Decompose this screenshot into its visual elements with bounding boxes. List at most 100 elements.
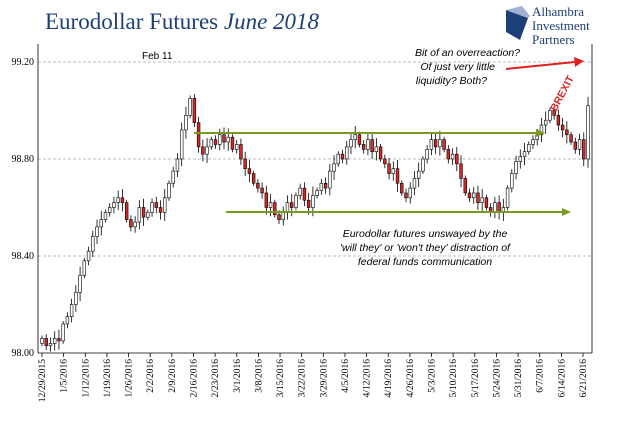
logo-mark-shade-icon	[506, 6, 530, 18]
candle-body	[133, 221, 137, 228]
candle-body	[349, 139, 353, 148]
candle-body	[425, 149, 429, 160]
candle-body	[290, 202, 294, 208]
candle-body	[201, 146, 205, 155]
candle-body	[400, 182, 404, 194]
candle-body	[234, 144, 239, 150]
candle-body	[213, 139, 218, 145]
candle-body	[476, 192, 480, 203]
candle-body	[577, 139, 582, 150]
chart-title-italic: June 2018	[224, 9, 320, 34]
x-tick-label: 1/5/2016	[60, 359, 70, 393]
candle-body	[146, 212, 150, 218]
x-tick-label: 3/1/2016	[233, 359, 243, 393]
candle-body	[230, 136, 235, 150]
x-tick-label: 5/31/2016	[514, 359, 524, 398]
candle-body	[239, 144, 243, 160]
feb-annotation: Feb 11	[142, 51, 173, 62]
candle-body	[69, 304, 74, 317]
candle-body	[65, 316, 70, 325]
candle-body	[48, 342, 53, 347]
candle-body	[196, 122, 201, 148]
candles	[40, 94, 590, 352]
lower-arrowhead-icon	[562, 208, 571, 216]
x-tick-label: 6/14/2016	[557, 359, 567, 398]
candle-body	[552, 110, 556, 116]
candle-body	[353, 134, 357, 140]
x-axis: 12/29/2015 1/5/2016 1/12/2016 1/19/2016 1/26…	[38, 353, 589, 402]
candle-body	[188, 98, 192, 116]
candle-body	[421, 158, 425, 172]
candle-body	[306, 199, 311, 208]
overreaction-arrow	[505, 61, 576, 70]
candle-body	[408, 187, 412, 199]
grid-lines	[38, 61, 592, 257]
candle-body	[446, 149, 451, 160]
candle-body	[171, 170, 175, 184]
candle-body	[429, 139, 434, 150]
candle-body	[209, 139, 214, 148]
x-tick-label: 2/2/2016	[146, 359, 156, 393]
logo-mark-icon	[506, 10, 528, 40]
unswayed-line-3: federal funds communication	[358, 256, 492, 268]
candle-body	[543, 119, 548, 126]
candle-body	[311, 195, 315, 208]
candle-body	[124, 202, 129, 220]
candle-body	[120, 197, 125, 203]
candle-body	[531, 139, 535, 145]
overreaction-line-2: Of just very little	[420, 61, 495, 73]
brand-line-1: Alhambra	[532, 4, 584, 19]
candle-body	[323, 182, 328, 189]
candle-body	[141, 207, 146, 218]
candle-body	[74, 292, 78, 305]
candle-body	[472, 192, 476, 199]
y-axis: 99.20 98.80 98.40 98.00	[12, 44, 593, 359]
candle-body	[522, 151, 527, 157]
x-tick-label: 6/21/2016	[579, 359, 589, 398]
x-tick-label: 2/16/2016	[189, 359, 199, 398]
candle-body	[103, 212, 108, 220]
candle-body	[315, 190, 319, 196]
candle-body	[319, 182, 324, 191]
x-tick-label: 4/12/2016	[363, 359, 373, 398]
candle-body	[539, 124, 544, 136]
candle-body	[560, 124, 565, 131]
candle-body	[40, 338, 44, 344]
candle-body	[332, 163, 336, 172]
candle-body	[484, 197, 489, 208]
candle-body	[179, 129, 184, 160]
candle-body	[175, 158, 180, 172]
overreaction-line-1: Bit of an overreaction?	[415, 47, 520, 59]
candle-body	[463, 178, 467, 194]
candle-body	[514, 161, 518, 174]
x-tick-label: 4/5/2016	[341, 359, 351, 393]
candle-body	[158, 207, 163, 213]
candle-body	[226, 136, 230, 143]
candle-body	[370, 139, 374, 153]
candle-body	[505, 187, 510, 208]
candle-body	[302, 187, 307, 201]
candle-body	[361, 144, 366, 150]
brand-line-2: Investment	[532, 18, 590, 33]
candle-body	[137, 207, 142, 223]
candle-body	[459, 163, 463, 179]
candle-body	[357, 134, 362, 145]
brand-logo: Alhambra Investment Partners	[506, 4, 590, 47]
candle-body	[298, 187, 302, 196]
candle-body	[57, 338, 61, 342]
x-tick-label: 1/19/2016	[103, 359, 113, 398]
candle-body	[412, 178, 417, 189]
candle-body	[264, 192, 269, 208]
x-tick-label: 4/26/2016	[406, 359, 416, 398]
x-tick-label: 5/24/2016	[492, 359, 502, 398]
x-tick-label: 3/29/2016	[319, 359, 329, 398]
candle-body	[99, 219, 103, 228]
candle-body	[328, 170, 332, 189]
y-tick-label: 99.20	[12, 57, 35, 68]
candle-body	[78, 275, 82, 293]
x-tick-label: 4/19/2016	[384, 359, 394, 398]
candle-body	[573, 141, 578, 150]
candle-body	[273, 202, 277, 216]
candle-body	[374, 146, 379, 153]
